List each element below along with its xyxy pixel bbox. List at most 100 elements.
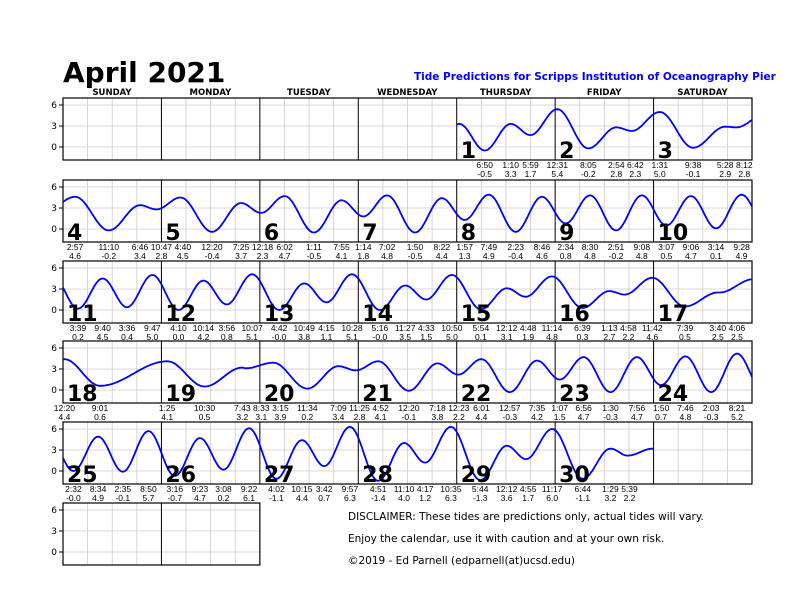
tide-height-label: 2.3: [629, 169, 641, 179]
tide-height-label: 4.0: [398, 493, 410, 503]
tide-height-label: 0.2: [72, 332, 84, 342]
y-tick-label: 0: [51, 467, 57, 477]
tide-time-label: 9:38: [685, 160, 702, 170]
tide-height-label: 3.4: [134, 251, 146, 261]
tide-time-label: 5:54: [473, 323, 490, 333]
tide-height-label: 3.2: [604, 493, 616, 503]
tide-time-label: 12:57: [499, 403, 521, 413]
tide-time-label: 7:18: [429, 403, 446, 413]
tide-time-label: 4:51: [370, 484, 387, 494]
tide-height-label: 4.5: [97, 332, 109, 342]
day-number: 18: [67, 382, 98, 407]
day-number: 27: [264, 463, 295, 488]
day-number: 16: [559, 302, 590, 327]
tide-height-label: 0.8: [560, 251, 572, 261]
tide-height-label: 3.1: [255, 412, 267, 422]
tide-time-label: 1:10: [502, 160, 519, 170]
tide-height-label: -0.0: [272, 332, 287, 342]
tide-time-label: 1:29: [602, 484, 619, 494]
tide-time-label: 9:57: [342, 484, 359, 494]
tide-curve: [62, 273, 753, 311]
y-tick-label: 3: [51, 122, 57, 132]
tide-height-label: 0.0: [173, 332, 185, 342]
tide-time-label: 6:46: [132, 242, 149, 252]
tide-time-label: 8:12: [736, 160, 753, 170]
weekday-header: SATURDAY: [677, 88, 728, 98]
weekday-header: SUNDAY: [92, 88, 132, 98]
tide-height-label: 4.9: [483, 251, 495, 261]
tide-height-label: 4.1: [375, 412, 387, 422]
tide-height-label: 2.9: [719, 169, 731, 179]
day-number: 13: [264, 302, 295, 327]
y-tick-label: 0: [51, 306, 57, 316]
tide-height-label: 1.8: [357, 251, 369, 261]
tide-height-label: 3.6: [501, 493, 513, 503]
tide-height-label: -0.1: [686, 169, 701, 179]
day-number: 26: [165, 463, 196, 488]
tide-height-label: 0.4: [121, 332, 133, 342]
tide-height-label: 3.1: [501, 332, 513, 342]
tide-height-label: -0.5: [408, 251, 423, 261]
tide-height-label: 2.8: [155, 251, 167, 261]
tide-time-label: 5:44: [472, 484, 489, 494]
week-row-box: [62, 260, 753, 324]
tide-height-label: -1.4: [371, 493, 386, 503]
tide-height-label: -0.0: [66, 493, 81, 503]
tide-time-label: 9:06: [683, 242, 700, 252]
tide-time-label: 10:30: [194, 403, 216, 413]
tide-time-label: 3:56: [219, 323, 236, 333]
calendar-title: April 2021: [63, 56, 226, 89]
tide-height-label: 6.1: [243, 493, 255, 503]
tide-height-label: 3.4: [332, 412, 344, 422]
tide-time-label: 2:23: [507, 242, 524, 252]
tide-height-label: 2.5: [712, 332, 724, 342]
weekday-header: THURSDAY: [479, 88, 532, 98]
tide-time-label: 7:43: [234, 403, 251, 413]
tide-time-label: 10:28: [341, 323, 363, 333]
tide-height-label: 5.1: [246, 332, 258, 342]
tide-height-label: 4.8: [636, 251, 648, 261]
tide-height-label: 1.1: [321, 332, 333, 342]
tide-time-label: 11:34: [297, 403, 318, 413]
tide-height-label: 0.7: [318, 493, 330, 503]
tide-height-label: 5.1: [346, 332, 358, 342]
tide-height-label: 4.2: [531, 412, 543, 422]
tide-height-label: 0.6: [94, 412, 106, 422]
tide-time-label: 6:56: [575, 403, 592, 413]
day-number: 6: [264, 221, 279, 246]
copyright-line: ©2019 - Ed Parnell (edparnell(at)ucsd.ed…: [348, 555, 575, 567]
tide-time-label: 5:28: [717, 160, 734, 170]
tide-time-label: 8:22: [434, 242, 451, 252]
tide-height-label: 4.8: [381, 251, 393, 261]
y-tick-label: 3: [51, 285, 57, 295]
tide-time-label: 6:02: [276, 242, 293, 252]
y-tick-label: 6: [51, 183, 57, 193]
tide-height-label: 4.8: [679, 412, 691, 422]
tide-height-label: 0.1: [475, 332, 487, 342]
tide-height-label: 2.5: [731, 332, 743, 342]
tide-time-label: 7:55: [333, 242, 350, 252]
tide-height-label: -0.2: [581, 169, 596, 179]
tide-height-label: -0.3: [704, 412, 719, 422]
tide-time-label: 10:47: [151, 242, 173, 252]
tide-height-label: 3.3: [505, 169, 517, 179]
tide-time-label: 3:40: [710, 323, 727, 333]
tide-time-label: 1:31: [652, 160, 669, 170]
tide-time-label: 3:08: [215, 484, 232, 494]
tide-time-label: 2:34: [557, 242, 574, 252]
tide-time-label: 5:39: [621, 484, 638, 494]
tide-time-label: 2:51: [608, 242, 625, 252]
tide-height-label: 4.7: [279, 251, 291, 261]
tide-time-label: 4:52: [372, 403, 389, 413]
y-tick-label: 6: [51, 101, 57, 111]
tide-time-label: 10:35: [440, 484, 462, 494]
tide-time-label: 8:50: [140, 484, 157, 494]
tide-time-label: 9:22: [241, 484, 258, 494]
y-tick-label: 0: [51, 548, 57, 558]
y-tick-label: 6: [51, 425, 57, 435]
tide-time-label: 8:21: [729, 403, 746, 413]
tide-height-label: 0.2: [301, 412, 313, 422]
tide-height-label: -0.4: [508, 251, 523, 261]
tide-time-label: 12:20: [54, 403, 76, 413]
tide-time-label: 8:33: [253, 403, 270, 413]
